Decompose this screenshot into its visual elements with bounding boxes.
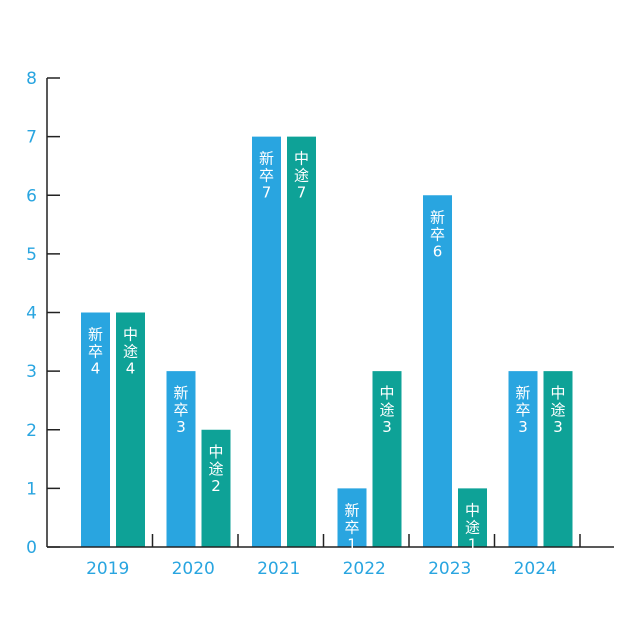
y-tick-label: 3 [26,362,37,382]
x-tick-label: 2021 [257,559,300,579]
bar-label-text: 中 [465,501,480,519]
bar-value-label: 3 [176,418,186,436]
bars-group [81,136,573,547]
bar-2024-s1 [543,371,573,547]
bar-label-text: 中 [550,384,565,402]
labels-group: 新卒4中途4新卒3中途2新卒7中途7新卒1中途3新卒6中途1新卒3中途30123… [26,69,565,579]
x-tick-label: 2023 [428,559,471,579]
bar-value-label: 7 [297,184,307,202]
y-tick-label: 2 [26,421,37,441]
bar-2022-s1 [372,371,402,547]
bar-label-text: 中 [379,384,394,402]
bar-label-text: 卒 [259,167,274,185]
y-tick-label: 7 [26,128,37,148]
x-tick-label: 2020 [172,559,215,579]
bar-2020-s1 [201,429,231,547]
x-tick-label: 2019 [86,559,129,579]
bar-2019-s1 [116,312,145,547]
y-tick-label: 5 [26,245,37,265]
y-tick-label: 1 [26,479,37,499]
bar-value-label: 1 [468,535,478,553]
bar-label-text: 途 [123,343,138,361]
bar-value-label: 1 [347,535,357,553]
y-tick-label: 0 [26,538,37,558]
x-tick-label: 2022 [343,559,386,579]
bar-label-text: 途 [379,401,394,419]
bar-label-text: 途 [550,401,565,419]
bar-value-label: 3 [382,418,392,436]
bar-value-label: 7 [262,184,272,202]
bar-2019-s0 [81,312,110,547]
bar-label-text: 新 [173,384,188,402]
bar-label-text: 中 [208,443,223,461]
bar-label-text: 途 [294,167,309,185]
y-tick-label: 8 [26,69,37,89]
bar-label-text: 中 [294,150,309,168]
bar-label-text: 新 [88,326,103,344]
bar-2022-s0 [337,488,367,547]
bar-value-label: 4 [126,360,136,378]
bar-label-text: 途 [465,518,480,536]
bar-label-text: 新 [344,501,359,519]
bar-label-text: 卒 [173,401,188,419]
bar-label-text: 新 [259,150,274,168]
bar-2020-s0 [166,371,196,547]
y-tick-label: 6 [26,186,37,206]
bar-2023-s1 [458,488,487,547]
axes-group [46,77,614,548]
bar-2024-s0 [508,371,538,547]
bar-label-text: 卒 [515,401,530,419]
bar-label-text: 卒 [88,343,103,361]
bar-label-text: 卒 [344,518,359,536]
bar-value-label: 4 [91,360,101,378]
bar-value-label: 3 [518,418,528,436]
bar-label-text: 新 [430,208,445,226]
bar-label-text: 途 [208,460,223,478]
bar-label-text: 卒 [430,225,445,243]
x-tick-label: 2024 [514,559,557,579]
bar-2021-s0 [252,136,281,547]
bar-value-label: 2 [211,477,221,495]
bar-value-label: 3 [553,418,563,436]
bar-value-label: 6 [433,242,443,260]
bar-label-text: 新 [515,384,530,402]
bar-2023-s0 [423,195,452,547]
bar-label-text: 中 [123,326,138,344]
bar-2021-s1 [287,136,316,547]
y-tick-label: 4 [26,304,37,324]
